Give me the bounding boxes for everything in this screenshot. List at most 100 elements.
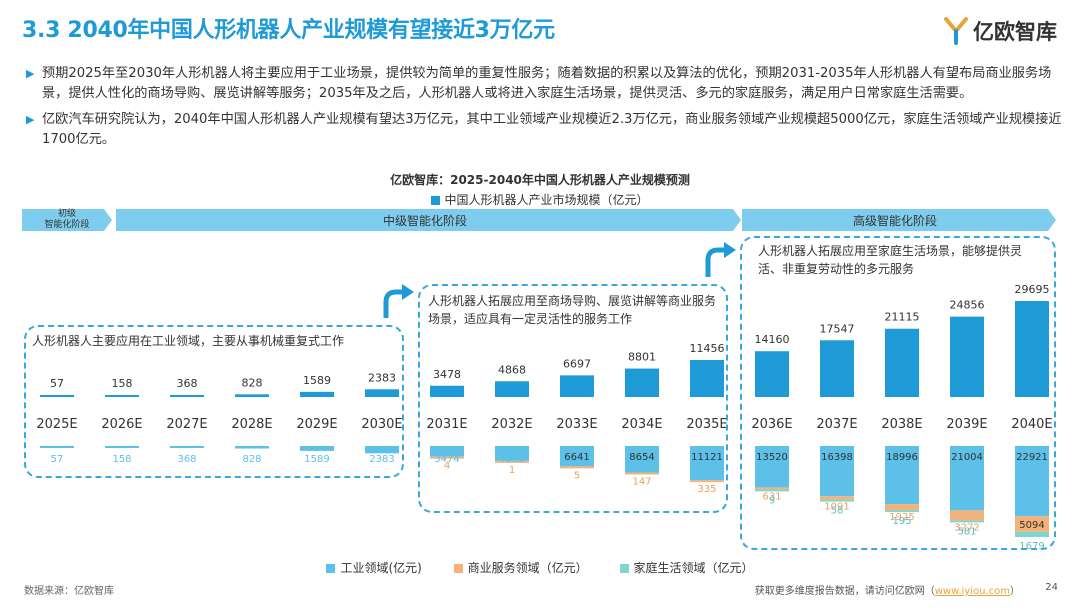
footer-note: 获取更多维度报告数据，请访问亿欧网（www.iyiou.com） bbox=[755, 582, 1020, 597]
data-label-commercial: 1091 bbox=[824, 502, 849, 513]
legend-swatch-industrial bbox=[326, 564, 336, 573]
stage-arrow-icon bbox=[383, 289, 404, 318]
data-label-industrial: 8654 bbox=[629, 452, 654, 463]
data-label-industrial: 368 bbox=[177, 454, 196, 465]
bar-industrial bbox=[820, 446, 854, 497]
stage-box-household bbox=[740, 236, 1056, 550]
tick-label-x: 2032E bbox=[491, 417, 532, 432]
data-label-industrial: 16398 bbox=[821, 452, 853, 463]
legend-item-commercial: 商业服务领域（亿元） bbox=[453, 559, 588, 576]
tick-label-x: 2029E bbox=[296, 417, 337, 432]
bar-total bbox=[170, 395, 204, 397]
data-label-total: 1589 bbox=[303, 374, 331, 387]
data-label-industrial: 6641 bbox=[564, 452, 589, 463]
data-label-commercial: 1925 bbox=[889, 512, 914, 523]
bar-industrial bbox=[105, 446, 139, 448]
tick-label-x: 2031E bbox=[426, 417, 467, 432]
data-label-commercial: 5 bbox=[574, 470, 580, 481]
page-title: 3.3 2040年中国人形机器人产业规模有望接近3万亿元 bbox=[22, 18, 555, 43]
bar-commercial bbox=[755, 487, 789, 490]
data-label-commercial: 631 bbox=[762, 491, 781, 502]
bar-total bbox=[625, 368, 659, 397]
footer-link[interactable]: www.iyiou.com bbox=[934, 586, 1010, 597]
tick-label-x: 2025E bbox=[36, 417, 77, 432]
bar-commercial bbox=[885, 504, 919, 511]
bar-industrial bbox=[40, 446, 74, 448]
bar-total bbox=[105, 395, 139, 397]
bar-household bbox=[820, 499, 854, 502]
data-label-household: 1679 bbox=[1019, 541, 1044, 552]
footer-text: 获取更多维度报告数据，请访问亿欧网（ bbox=[754, 586, 935, 597]
legend-bottom: 工业领域(亿元) 商业服务领域（亿元） 家庭生活领域（亿元） bbox=[0, 559, 1080, 576]
bar-commercial bbox=[430, 456, 464, 459]
data-label-commercial: 3272 bbox=[954, 522, 979, 533]
bar-total bbox=[235, 394, 269, 397]
legend-swatch-commercial bbox=[453, 564, 463, 573]
data-label-total: 828 bbox=[242, 376, 263, 389]
legend-label-total: 中国人形机器人产业市场规模（亿元） bbox=[444, 193, 649, 207]
data-label-total: 4868 bbox=[498, 363, 526, 376]
bar-industrial bbox=[365, 446, 399, 454]
page-number: 24 bbox=[1045, 582, 1058, 593]
bullet-text: 预期2025年至2030年人形机器人将主要应用于工业场景，提供较为简单的重复性服… bbox=[42, 66, 1052, 101]
data-label-commercial: 147 bbox=[632, 477, 651, 488]
note-commercial: 人形机器人拓展应用至商场导购、展览讲解等商业服务场景，适应具有一定灵活性的服务工… bbox=[428, 294, 717, 326]
legend-label-industrial: 工业领域(亿元) bbox=[340, 561, 422, 575]
data-label-industrial: 2383 bbox=[369, 454, 394, 465]
stage-box-commercial bbox=[418, 284, 728, 513]
bar-total bbox=[885, 328, 919, 397]
bar-total bbox=[820, 340, 854, 397]
bar-commercial bbox=[950, 510, 984, 521]
bar-household bbox=[755, 489, 789, 492]
tick-label-x: 2028E bbox=[231, 417, 272, 432]
data-label-household: 581 bbox=[957, 526, 976, 537]
data-label-total: 29695 bbox=[1015, 283, 1050, 296]
data-label-industrial: 18996 bbox=[886, 452, 918, 463]
legend-swatch-total bbox=[431, 196, 441, 205]
phase-label-middle: 中级智能化阶段 bbox=[382, 214, 467, 228]
bar-total bbox=[950, 316, 984, 397]
stage-arrow-head-icon bbox=[402, 284, 414, 300]
bullet-item: ▶ 预期2025年至2030年人形机器人将主要应用于工业场景，提供较为简单的重复… bbox=[24, 64, 1064, 104]
data-label-industrial: 158 bbox=[112, 454, 131, 465]
tick-label-x: 2026E bbox=[101, 417, 142, 432]
bar-industrial bbox=[495, 446, 529, 461]
bar-commercial bbox=[560, 466, 594, 469]
tick-label-x: 2030E bbox=[361, 417, 402, 432]
data-label-total: 11456 bbox=[690, 342, 725, 355]
data-source: 数据来源：亿欧智库 bbox=[24, 586, 114, 597]
phase-arrow-advanced bbox=[742, 209, 1056, 231]
data-label-total: 3478 bbox=[433, 368, 461, 381]
bar-industrial bbox=[1015, 446, 1049, 517]
bars-bottom-group bbox=[40, 446, 1049, 537]
bullet-text: 亿欧汽车研究院认为，2040年中国人形机器人产业规模有望达3万亿元，其中工业领域… bbox=[42, 112, 1062, 147]
bar-commercial bbox=[495, 460, 529, 463]
bar-industrial bbox=[560, 446, 594, 467]
bars-top-group bbox=[40, 301, 1049, 397]
data-label-total: 21115 bbox=[885, 311, 920, 324]
bar-industrial bbox=[235, 446, 269, 449]
bar-total bbox=[365, 389, 399, 397]
data-label-total: 17547 bbox=[820, 322, 855, 335]
bar-total bbox=[300, 391, 334, 397]
bar-industrial bbox=[170, 446, 204, 448]
data-label-industrial: 13520 bbox=[756, 452, 788, 463]
stage-arrow-head-icon bbox=[724, 242, 736, 258]
data-label-industrial: 57 bbox=[51, 454, 64, 465]
data-label-commercial: 5094 bbox=[1019, 520, 1044, 531]
data-label-industrial: 21004 bbox=[951, 452, 983, 463]
stage-arrow-icon bbox=[705, 247, 726, 277]
bar-industrial bbox=[950, 446, 984, 511]
data-label-household: 9 bbox=[769, 495, 775, 506]
bar-total bbox=[1015, 301, 1049, 397]
tick-label-x: 2034E bbox=[621, 417, 662, 432]
phase-arrow-middle bbox=[116, 209, 741, 231]
data-label-total: 2383 bbox=[368, 371, 396, 384]
data-label-total: 6697 bbox=[563, 357, 591, 370]
data-label-industrial: 3474 bbox=[434, 454, 459, 465]
bar-industrial bbox=[690, 446, 724, 481]
tick-label-x: 2036E bbox=[751, 417, 792, 432]
data-label-total: 158 bbox=[112, 377, 133, 390]
legend-label-household: 家庭生活领域（亿元） bbox=[633, 561, 754, 575]
